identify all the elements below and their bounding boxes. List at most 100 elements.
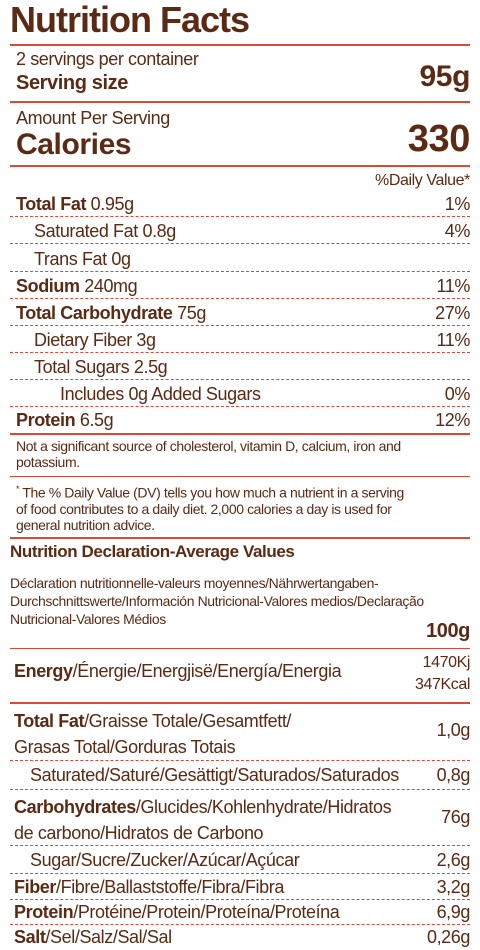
nutrient-name: Total Fat <box>16 194 87 214</box>
label-bold: Energy <box>14 661 73 681</box>
label-rest: /Sel/Salz/Sal/Sal <box>45 927 172 947</box>
calories-value: 330 <box>407 118 471 160</box>
nutrient-amount: 240mg <box>84 276 138 296</box>
subtitle-line: Déclaration nutritionnelle-valeurs moyen… <box>10 575 379 591</box>
nutrient-total-sugars: Total Sugars 2.5g <box>34 357 168 377</box>
label-bold: Fiber <box>14 877 57 897</box>
row-salt-label: Salt/Sel/Salz/Sal/Sal <box>14 927 172 948</box>
asterisk: * <box>16 484 20 494</box>
row-sugar-label: Sugar/Sucre/Zucker/Azúcar/Açúcar <box>30 850 300 870</box>
nutrient-dv: 0% <box>444 384 471 404</box>
nutrient-amount: 0.95g <box>90 194 134 214</box>
subtitle-line: Nutricional-Valores Médios <box>10 611 166 627</box>
rule-dashed <box>10 899 470 900</box>
note-line: Not a significant source of cholesterol,… <box>16 438 401 454</box>
label-rest: /Protéine/Protein/Proteína/Proteína <box>73 902 340 922</box>
label-rest: /Graisse Totale/Gesamtfett/ <box>84 711 292 731</box>
nutrient-saturated-fat: Saturated Fat 0.8g <box>34 221 176 241</box>
nutrient-dv: 11% <box>436 276 471 296</box>
row-energy-label: Energy/Énergie/Energjisë/Energía/Energia <box>14 661 342 682</box>
rule-dashed <box>10 352 470 353</box>
rule-divider <box>10 702 470 704</box>
row-protein-label: Protein/Protéine/Protein/Proteína/Proteí… <box>14 902 340 923</box>
amount-per-serving: Amount Per Serving <box>16 108 170 128</box>
per-100g-header: 100g <box>426 620 470 642</box>
rule-dashed <box>10 298 470 299</box>
label-rest: /Fibre/Ballaststoffe/Fibra/Fibra <box>56 877 284 897</box>
rule-dashed <box>10 760 470 761</box>
rule-dashed <box>10 325 470 326</box>
subtitle-line: Durchschnittswerte/Información Nutricion… <box>10 593 424 609</box>
note-line: general nutrition advice. <box>16 516 155 533</box>
nutrient-total-carbohydrate: Total Carbohydrate 75g <box>16 303 206 324</box>
rule-dashed <box>10 243 470 244</box>
nutrient-dv: 1% <box>444 194 471 214</box>
label-bold: Salt <box>14 927 46 947</box>
label-rest: /Glucides/Kohlenhydrate/Hidratos <box>135 797 392 817</box>
row-salt-value: 0,26g <box>426 927 470 947</box>
daily-value-footnote: * The % Daily Value (DV) tells you how m… <box>16 481 404 533</box>
rule-dashed <box>10 379 470 380</box>
nutrient-amount: 75g <box>177 303 206 323</box>
rule-dashed <box>10 216 470 217</box>
row-fiber-label: Fiber/Fibre/Ballaststoffe/Fibra/Fibra <box>14 877 284 898</box>
rule-divider <box>10 537 470 539</box>
rule-divider <box>10 44 470 46</box>
nutrient-name: Protein <box>16 410 76 430</box>
label-rest: /Énergie/Energjisë/Energía/Energia <box>72 661 342 681</box>
rule-divider <box>10 165 470 167</box>
serving-size-label: Serving size <box>16 72 128 94</box>
nutrient-trans-fat: Trans Fat 0g <box>34 249 131 269</box>
rule-dashed <box>10 924 470 925</box>
nutrient-dv: 11% <box>436 330 471 350</box>
servings-per-container: 2 servings per container <box>16 49 199 69</box>
energy-kcal: 347Kcal <box>414 676 470 693</box>
row-protein-value: 6,9g <box>436 902 471 922</box>
row-total-fat-label: Total Fat/Graisse Totale/Gesamtfett/ Gra… <box>14 708 291 760</box>
rule-dashed <box>10 845 470 846</box>
rule-divider <box>10 433 470 435</box>
rule-divider <box>10 648 470 649</box>
rule-dashed <box>10 873 470 874</box>
row-energy-value: 1470Kj 347Kcal <box>415 652 470 696</box>
note-line: The % Daily Value (DV) tells you how muc… <box>22 484 404 501</box>
label-line2: Grasas Total/Gorduras Totais <box>14 737 236 757</box>
nutrient-added-sugars: Includes 0g Added Sugars <box>60 384 261 404</box>
rule-dashed <box>10 271 470 272</box>
note-line: potassium. <box>16 454 80 470</box>
label-line2: de carbono/Hidratos de Carbono <box>14 823 264 843</box>
rule-dashed <box>10 789 470 790</box>
nutrient-protein: Protein 6.5g <box>16 410 114 431</box>
note-line: of food contributes to a daily diet. 2,0… <box>16 500 392 517</box>
label-bold: Protein <box>14 902 74 922</box>
label-bold: Carbohydrates <box>14 797 136 817</box>
nutrient-amount: 6.5g <box>79 410 114 430</box>
rule-dashed <box>10 406 470 407</box>
daily-value-header: %Daily Value* <box>375 172 470 189</box>
label-title: Nutrition Facts <box>10 0 250 40</box>
serving-size-value: 95g <box>419 60 471 93</box>
rule-divider <box>10 476 470 477</box>
declaration-subtitle: Déclaration nutritionnelle-valeurs moyen… <box>10 574 424 628</box>
row-total-fat-value: 1,0g <box>436 720 471 740</box>
row-sugar-value: 2,6g <box>436 850 471 870</box>
nutrient-dv: 27% <box>435 303 470 323</box>
row-saturated-label: Saturated/Saturé/Gesättigt/Saturados/Sat… <box>30 765 399 785</box>
nutrient-dv: 12% <box>435 410 470 430</box>
nutrient-total-fat: Total Fat 0.95g <box>16 194 134 215</box>
row-carbs-label: Carbohydrates/Glucides/Kohlenhydrate/Hid… <box>14 794 392 846</box>
nutrient-name: Sodium <box>16 276 80 296</box>
row-fiber-value: 3,2g <box>436 877 471 897</box>
nutrient-name: Total Carbohydrate <box>16 303 173 323</box>
nutrient-dv: 4% <box>444 221 471 241</box>
row-saturated-value: 0,8g <box>436 765 471 785</box>
nutrient-dietary-fiber: Dietary Fiber 3g <box>34 330 156 350</box>
rule-divider <box>10 101 470 103</box>
nutrient-sodium: Sodium 240mg <box>16 276 138 297</box>
declaration-title: Nutrition Declaration-Average Values <box>10 542 295 561</box>
label-bold: Total Fat <box>14 711 85 731</box>
not-significant-note: Not a significant source of cholesterol,… <box>16 438 401 470</box>
calories-label: Calories <box>16 128 132 161</box>
row-carbs-value: 76g <box>441 807 470 827</box>
